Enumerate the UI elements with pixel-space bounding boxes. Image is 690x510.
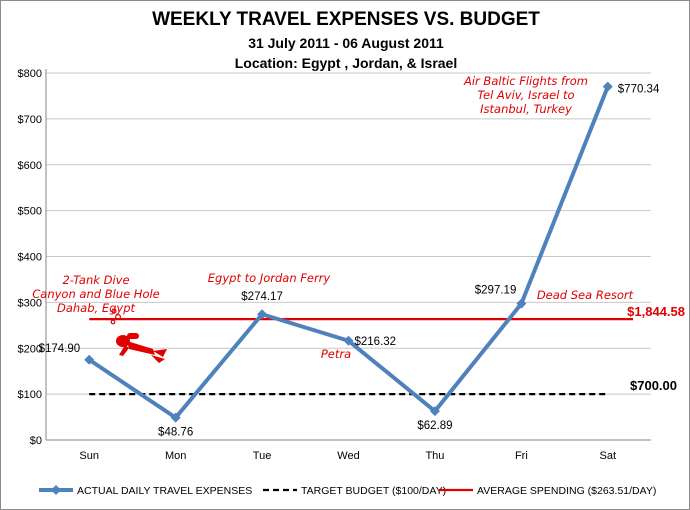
x-tick-label: Thu [425, 450, 444, 462]
annotation-text: Istanbul, Turkey [480, 102, 572, 116]
chart-subtitle-dates: 31 July 2011 - 06 August 2011 [248, 35, 444, 51]
scuba-diver-icon [110, 308, 167, 363]
data-label: $48.76 [158, 427, 193, 439]
data-label: $297.19 [475, 285, 517, 297]
y-tick-label: $800 [18, 68, 42, 80]
data-point-marker [516, 298, 527, 309]
data-point-marker [429, 406, 440, 417]
annotation-text: Dahab, Egypt [57, 301, 136, 315]
data-point-marker [170, 412, 181, 423]
x-tick-label: Fri [515, 450, 528, 462]
x-tick-label: Mon [165, 450, 186, 462]
y-tick-label: $100 [18, 389, 42, 401]
y-tick-label: $700 [18, 114, 42, 126]
reference-lines: $700.00 $1,844.58 [89, 304, 685, 396]
y-tick-label: $400 [18, 252, 42, 264]
x-tick-label: Wed [337, 450, 359, 462]
legend-label-actual: ACTUAL DAILY TRAVEL EXPENSES [77, 485, 252, 497]
x-tick-label: Tue [253, 450, 272, 462]
data-label: $62.89 [417, 420, 452, 432]
annotation-text: Petra [321, 347, 351, 361]
series-layer [84, 81, 613, 423]
data-point-marker [257, 309, 268, 320]
data-label: $770.34 [618, 84, 660, 96]
data-label: $274.17 [241, 291, 283, 303]
data-labels: $174.90 $48.76 $274.17 $216.32 $62.89 $297.19… [39, 84, 660, 439]
x-tick-label: Sat [600, 450, 617, 462]
annotation-text: Air Baltic Flights from [463, 74, 588, 88]
data-label: $174.90 [39, 343, 81, 355]
y-tick-label: $0 [30, 435, 42, 447]
annotation-text: Egypt to Jordan Ferry [208, 271, 331, 285]
data-point-marker [602, 81, 613, 92]
data-point-marker [343, 335, 354, 346]
y-tick-label: $500 [18, 206, 42, 218]
axes: $0 $100 $200 $300 $400 $500 $600 $700 $800 Sun Mon… [18, 68, 651, 462]
y-tick-label: $600 [18, 160, 42, 172]
average-total-label: $1,844.58 [627, 304, 685, 319]
data-label: $216.32 [355, 336, 397, 348]
annotation-text: Dead Sea Resort [537, 288, 634, 302]
target-total-label: $700.00 [630, 378, 677, 393]
annotation-text: Tel Aviv, Israel to [477, 88, 574, 102]
chart-title: WEEKLY TRAVEL EXPENSES VS. BUDGET [152, 9, 540, 30]
legend-marker-actual [51, 485, 61, 495]
actual-expenses-line [88, 85, 610, 420]
legend-label-target: TARGET BUDGET ($100/DAY) [301, 485, 446, 497]
data-point-marker [84, 354, 95, 365]
legend: ACTUAL DAILY TRAVEL EXPENSES TARGET BUDGE… [39, 485, 656, 497]
chart-subtitle-location: Location: Egypt , Jordan, & Israel [234, 55, 458, 71]
annotation-text: 2-Tank Dive [62, 273, 129, 287]
x-tick-label: Sun [79, 450, 99, 462]
legend-label-average: AVERAGE SPENDING ($263.51/DAY) [477, 485, 656, 497]
y-tick-label: $300 [18, 297, 42, 309]
annotation-text: Canyon and Blue Hole [32, 287, 160, 301]
y-tick-label: $200 [18, 343, 42, 355]
